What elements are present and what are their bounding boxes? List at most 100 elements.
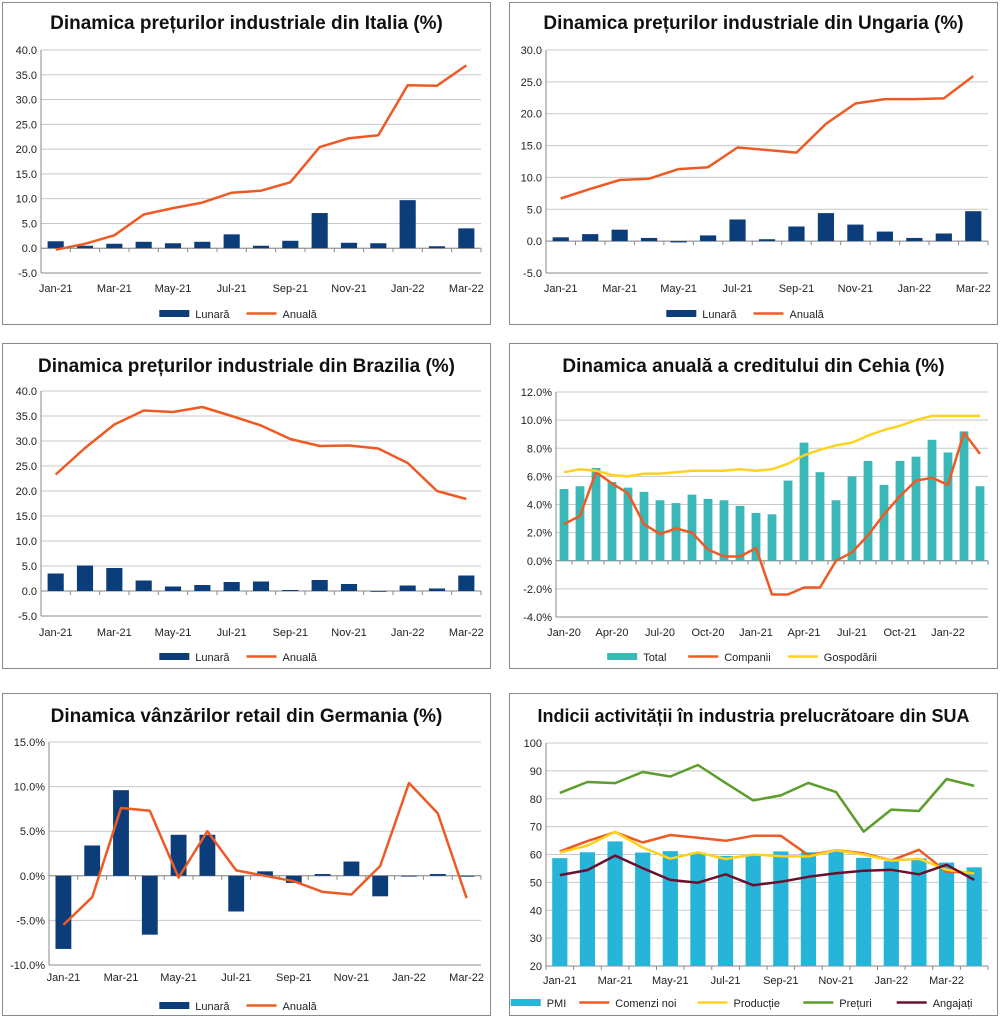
legend-label: Comenzi noi — [615, 998, 676, 1010]
chart-title: Dinamica prețurilor industriale din Ital… — [50, 13, 443, 34]
y-tick-label: 5.0 — [22, 561, 37, 573]
y-tick-label: 5.0 — [22, 218, 37, 230]
y-tick-label: 6.0% — [527, 471, 552, 483]
x-tick-label: Jan-22 — [931, 627, 965, 639]
x-tick-label: Jan-22 — [392, 972, 426, 984]
bar-sua-5 — [690, 852, 706, 966]
bar-sua-0 — [552, 858, 568, 966]
x-tick-label: Sep-21 — [276, 972, 311, 984]
bar-germania-5 — [199, 834, 216, 876]
y-tick-label: 10.0 — [521, 172, 542, 184]
bar-germania-12 — [401, 875, 417, 877]
chart-panel-sua: Indicii activității în industria prelucr… — [509, 693, 998, 1016]
x-tick-label: Jan-21 — [543, 975, 577, 987]
y-tick-label: 30.0 — [16, 436, 37, 448]
x-tick-label: Sep-21 — [273, 283, 308, 295]
chart-title: Dinamica anuală a creditului din Cehia (… — [562, 356, 944, 377]
x-tick-label: Jul-21 — [723, 283, 753, 295]
y-tick-label: -5.0% — [16, 915, 45, 927]
bar-brazilia-8 — [282, 590, 299, 591]
bar-cehia-9 — [703, 498, 713, 561]
legend-label: Total — [643, 652, 666, 664]
bar-italia-6 — [223, 234, 240, 249]
legend-label: Lunară — [702, 309, 737, 321]
bar-germania-10 — [343, 861, 360, 876]
legend-item: Anuală — [246, 652, 318, 664]
bar-cehia-6 — [655, 500, 665, 561]
y-tick-label: 70 — [530, 822, 542, 834]
chart-title: Dinamica prețurilor industriale din Unga… — [543, 13, 963, 34]
bar-cehia-7 — [671, 503, 681, 561]
bar-cehia-26 — [975, 486, 985, 561]
bar-germania-11 — [372, 875, 389, 897]
y-tick-label: 20.0 — [16, 144, 37, 156]
legend-item: PMI — [510, 998, 566, 1010]
y-tick-label: 80 — [530, 794, 542, 806]
y-tick-label: 40.0 — [16, 386, 37, 398]
y-tick-label: 20.0 — [16, 486, 37, 498]
x-tick-label: Apr-20 — [595, 627, 628, 639]
y-tick-label: 10.0 — [16, 194, 37, 206]
y-tick-label: 30.0 — [521, 45, 542, 57]
x-tick-label: Oct-21 — [883, 627, 916, 639]
legend-item: Comenzi noi — [579, 998, 676, 1010]
line-sua-Angajați — [559, 854, 975, 887]
bar-sua-11 — [856, 857, 872, 966]
x-tick-label: Sep-21 — [273, 627, 308, 639]
y-tick-label: 30 — [530, 933, 542, 945]
bar-cehia-22 — [911, 456, 921, 561]
line-italia-Anuală — [55, 64, 468, 251]
x-tick-label: Nov-21 — [818, 975, 853, 987]
bar-cehia-23 — [927, 439, 937, 561]
bar-sua-7 — [745, 854, 761, 966]
bar-cehia-24 — [943, 452, 953, 561]
bar-italia-0 — [47, 241, 64, 249]
bar-sua-4 — [662, 851, 678, 966]
y-tick-label: -5.0 — [18, 268, 37, 280]
bar-cehia-12 — [751, 512, 761, 561]
x-tick-label: Jul-21 — [221, 972, 251, 984]
x-tick-label: May-21 — [652, 975, 689, 987]
x-tick-label: Jan-22 — [391, 283, 425, 295]
bar-italia-9 — [311, 213, 328, 249]
line-sua-Comenzi noi — [559, 830, 975, 874]
y-tick-label: -4.0% — [523, 612, 552, 624]
y-tick-label: 20 — [530, 961, 542, 973]
bar-sua-14 — [938, 862, 955, 966]
bar-ungaria-0 — [552, 237, 569, 242]
x-tick-label: Jan-21 — [739, 627, 773, 639]
x-tick-label: Jan-22 — [874, 975, 908, 987]
legend-label: Angajați — [933, 998, 973, 1010]
chart-brazilia: Dinamica prețurilor industriale din Braz… — [16, 356, 484, 664]
x-tick-label: Mar-22 — [929, 975, 964, 987]
y-tick-label: 100 — [524, 738, 542, 750]
bar-ungaria-7 — [758, 239, 776, 242]
bar-ungaria-13 — [935, 233, 952, 242]
bar-brazilia-1 — [76, 565, 94, 591]
y-tick-label: 30.0 — [16, 95, 37, 107]
line-germania-Anuală — [62, 781, 468, 926]
x-tick-label: Nov-21 — [331, 627, 366, 639]
y-tick-label: 50 — [530, 877, 542, 889]
x-tick-label: Jan-21 — [39, 283, 73, 295]
bar-ungaria-4 — [670, 241, 687, 243]
bar-ungaria-11 — [876, 231, 893, 242]
chart-sua: Indicii activității în industria prelucr… — [510, 706, 989, 1010]
chart-title: Indicii activității în industria prelucr… — [537, 706, 969, 726]
y-tick-label: 2.0% — [527, 528, 552, 540]
legend-label: Producție — [734, 998, 780, 1010]
line-cehia-Gospodării — [563, 414, 980, 478]
bar-italia-1 — [76, 245, 94, 249]
bar-germania-0 — [55, 875, 72, 949]
x-tick-label: Mar-21 — [598, 975, 633, 987]
y-tick-label: 0.0 — [527, 236, 542, 248]
legend-label: Companii — [724, 652, 770, 664]
line-cehia-Companii — [563, 431, 981, 596]
line-ungaria-Anuală — [560, 75, 975, 200]
bar-ungaria-1 — [582, 234, 599, 242]
bar-sua-9 — [800, 852, 817, 966]
x-tick-label: Mar-21 — [602, 283, 637, 295]
bar-cehia-16 — [815, 472, 825, 561]
bar-brazilia-13 — [428, 588, 446, 591]
bar-cehia-1 — [575, 486, 585, 561]
